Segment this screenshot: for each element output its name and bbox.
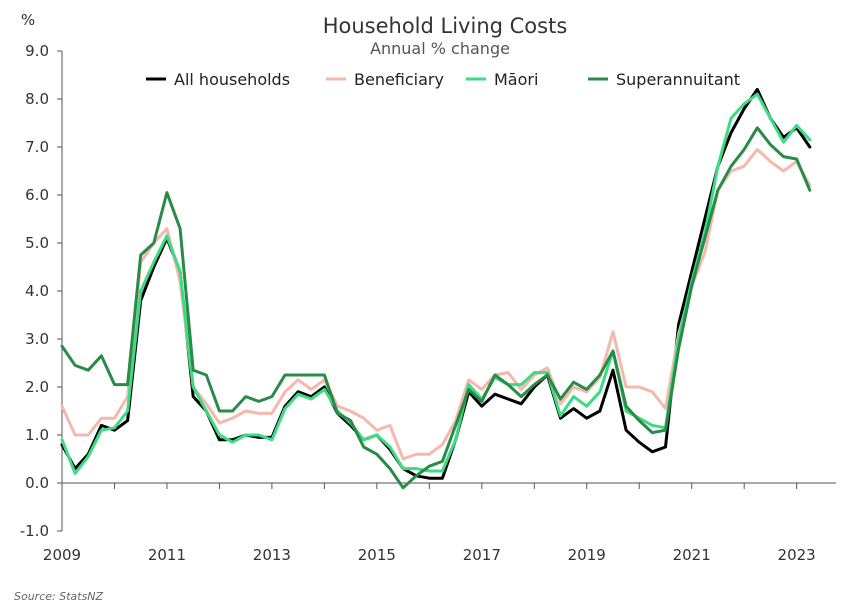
y-tick-label: 0.0	[25, 474, 49, 492]
series-lines	[60, 87, 812, 490]
y-axis-unit-label: %	[21, 11, 35, 29]
y-tick-label: 7.0	[25, 138, 49, 156]
y-tick-label: 9.0	[25, 42, 49, 60]
x-tick-label: 2021	[673, 546, 711, 564]
legend-label: Beneficiary	[354, 70, 444, 89]
y-tick-label: 3.0	[25, 330, 49, 348]
y-axis: 9.0 8.0 7.0 6.0 5.0 4.0 3.0 2.0 1.0 0.0 -1.0	[20, 42, 63, 540]
x-tick-label: 2009	[43, 546, 81, 564]
series-line-m-ori	[60, 92, 812, 475]
legend: All households Beneficiary Māori Superannui…	[146, 70, 740, 89]
legend-label: Superannuitant	[616, 70, 740, 89]
x-tick-label: 2013	[253, 546, 291, 564]
x-tick-label: 2015	[358, 546, 396, 564]
chart-title: Household Living Costs	[323, 14, 568, 38]
y-tick-label: 8.0	[25, 90, 49, 108]
x-axis: 2009 2011 2013 2015 2017 2019 2021 2023	[43, 482, 836, 564]
y-tick-label: 6.0	[25, 186, 49, 204]
legend-label: Māori	[494, 70, 538, 89]
x-tick-label: 2019	[568, 546, 606, 564]
series-line-beneficiary	[60, 147, 812, 461]
x-tick-label: 2017	[463, 546, 501, 564]
y-tick-label: 2.0	[25, 378, 49, 396]
y-tick-label: 4.0	[25, 282, 49, 300]
source-note: Source: StatsNZ	[14, 590, 104, 603]
chart-subtitle: Annual % change	[370, 39, 510, 58]
x-tick-label: 2011	[148, 546, 186, 564]
series-line-all-households	[60, 87, 812, 480]
y-tick-label: 5.0	[25, 234, 49, 252]
legend-label: All households	[174, 70, 290, 89]
y-tick-label: 1.0	[25, 426, 49, 444]
y-tick-label: -1.0	[20, 522, 49, 540]
x-tick-label: 2023	[778, 546, 816, 564]
series-line-superannuitant	[60, 126, 812, 490]
